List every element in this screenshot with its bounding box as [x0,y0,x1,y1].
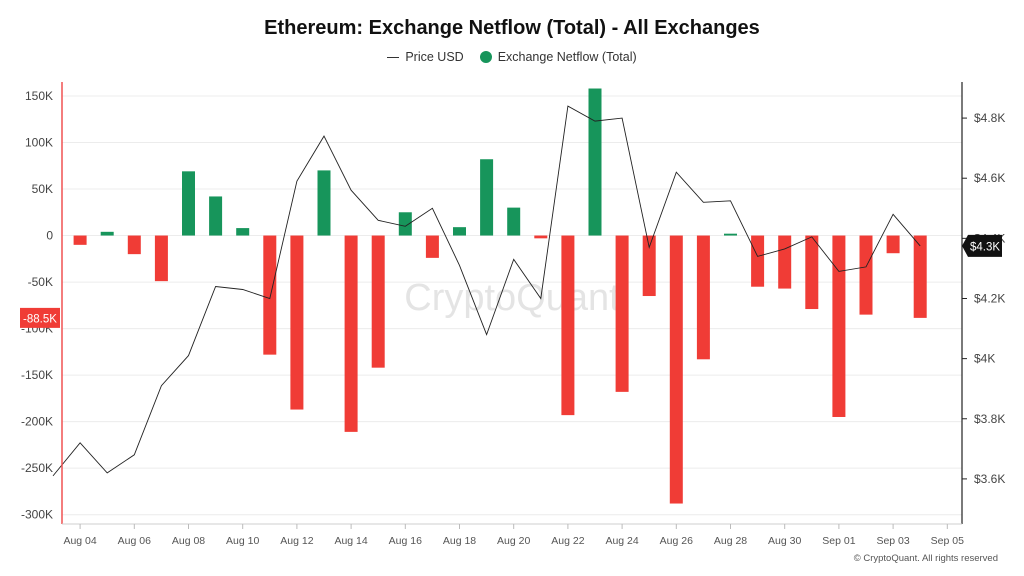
y-right-tick-label: $4.8K [974,111,1005,125]
y-right-tick-label: $3.6K [974,472,1005,486]
y-right-tick-label: $3.8K [974,412,1005,426]
netflow-bar [344,235,358,432]
netflow-bar [100,231,114,236]
netflow-bar [669,235,683,504]
x-tick-label: Sep 05 [931,535,964,547]
netflow-bar [588,88,602,236]
netflow-bar [182,171,195,236]
x-tick-label: Aug 10 [226,535,259,547]
legend-label-price: Price USD [405,50,464,64]
netflow-bar [480,159,494,236]
netflow-bar [507,207,521,236]
netflow-bar [290,235,304,410]
netflow-bar [615,235,629,392]
x-tick-label: Aug 26 [660,535,693,547]
netflow-bar [263,235,277,355]
netflow-bar [561,235,575,416]
legend-item-netflow[interactable]: Exchange Netflow (Total) [479,50,637,64]
y-left-tick-label: 50K [32,182,53,196]
netflow-bar [778,235,792,289]
netflow-bar [209,196,223,236]
y-left-tick-label: -150K [21,368,53,382]
netflow-bar [805,235,819,310]
x-tick-label: Aug 06 [118,535,151,547]
netflow-bar [642,235,656,297]
x-tick-label: Aug 04 [63,535,96,547]
y-left-tick-label: -50K [28,275,53,289]
right-last-value-label: $4.3K [970,241,1000,253]
legend-item-price[interactable]: Price USD [387,50,464,64]
netflow-bar [913,235,927,318]
credit-text: © CryptoQuant. All rights reserved [853,553,998,564]
legend: Price USD Exchange Netflow (Total) [0,50,1024,64]
price-line-swatch [387,56,400,58]
x-tick-label: Aug 20 [497,535,530,547]
price-line [52,105,921,477]
x-tick-label: Aug 22 [551,535,584,547]
netflow-bar [236,228,250,236]
netflow-bar [425,235,439,258]
y-left-tick-label: 0 [46,229,53,243]
right-last-value-marker [962,234,1002,257]
netflow-bar [127,235,141,255]
netflow-bar [154,235,168,282]
x-tick-label: Sep 03 [876,535,909,547]
y-left-tick-label: -250K [21,461,53,475]
netflow-bar [859,235,873,315]
y-left-tick-label: 100K [25,135,53,149]
x-tick-label: Aug 30 [768,535,801,547]
netflow-bar [751,235,765,287]
y-left-tick-label: -300K [21,508,53,522]
netflow-bar [534,235,548,239]
legend-label-netflow: Exchange Netflow (Total) [497,50,637,64]
netflow-bar [832,235,846,417]
x-tick-label: Aug 24 [605,535,638,547]
y-right-tick-label: $4K [974,352,995,366]
x-tick-label: Aug 08 [172,535,205,547]
credit: © CryptoQuant. All rights reserved [854,553,998,564]
chart-title: Ethereum: Exchange Netflow (Total) - All… [264,17,760,39]
y-right-tick-label: $4.2K [974,291,1005,305]
y-right-tick-label: $4.6K [974,171,1005,185]
netflow-bar [73,235,87,245]
left-last-value-marker [20,307,60,328]
y-left-tick-label: 150K [25,89,53,103]
y-left-tick-label: -200K [21,415,53,429]
netflow-bar [724,233,737,236]
x-tick-label: Aug 14 [334,535,367,547]
netflow-bar [371,235,385,368]
netflow-bar [317,170,331,236]
x-tick-label: Sep 01 [822,535,855,547]
netflow-bar [398,212,412,236]
netflow-bar [696,235,710,360]
netflow-bar [453,227,466,236]
x-tick-label: Aug 28 [714,535,747,547]
x-tick-label: Aug 12 [280,535,313,547]
watermark: CryptoQuant [404,277,620,319]
x-tick-label: Aug 16 [389,535,422,547]
netflow-bar [886,235,900,254]
x-tick-label: Aug 18 [443,535,476,547]
netflow-dot-swatch [479,51,492,63]
left-last-value-label: -88.5K [23,313,57,325]
